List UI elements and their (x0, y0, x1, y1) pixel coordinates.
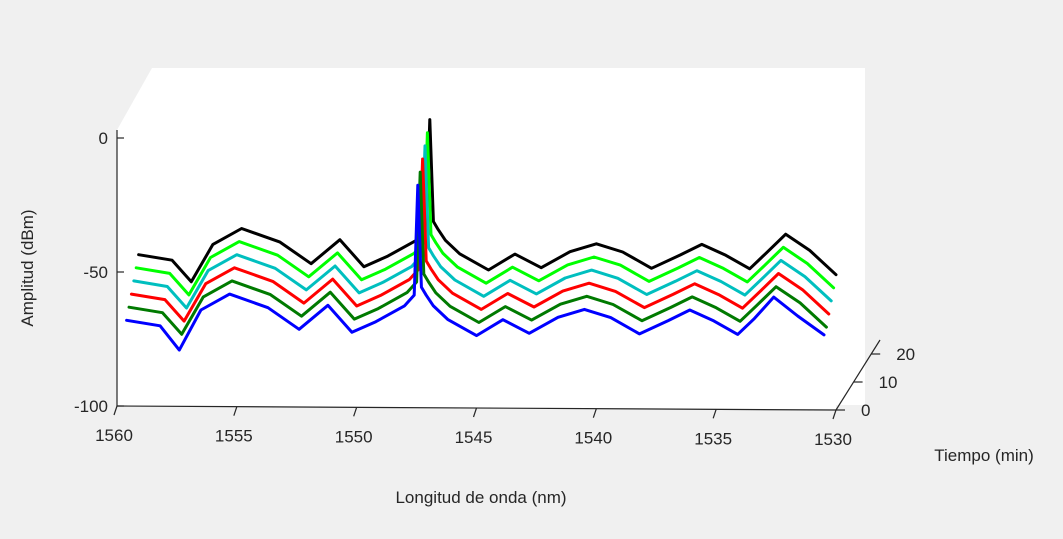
z-tick-label: 10 (879, 373, 898, 392)
series-line-t12 (132, 144, 833, 310)
z-axis-label: Tiempo (min) (934, 446, 1034, 465)
series-line-t4 (127, 170, 828, 336)
y-tick-label: -100 (74, 397, 108, 416)
x-tick-mark (353, 407, 358, 417)
x-tick-label: 1550 (335, 427, 373, 446)
x-tick-label: 1530 (814, 430, 852, 449)
ticks-layer: 1560 1555 1550 1545 1540 1535 1530 0 -50 -100 0 10 2… (74, 129, 915, 449)
labels-layer: Amplitud (dBm) Longitud de onda (nm) Tie… (18, 209, 1034, 507)
x-tick-mark (832, 409, 837, 420)
x-tick-mark (472, 407, 478, 418)
x-tick-label: 1560 (95, 426, 133, 445)
x-tick-label: 1535 (694, 429, 732, 448)
x-tick-label: 1545 (455, 428, 493, 447)
x-tick-mark (113, 405, 118, 416)
series-line-t8 (129, 157, 831, 323)
series-line-t20 (137, 118, 838, 284)
z-tick-label: 20 (896, 345, 915, 364)
z-tick-label: 0 (861, 401, 870, 420)
y-axis-label: Amplitud (dBm) (18, 209, 37, 326)
x-tick-label: 1555 (215, 427, 253, 446)
series-line-t16 (134, 131, 836, 297)
series-layer (125, 118, 838, 352)
x-axis-label: Longitud de onda (nm) (395, 488, 566, 507)
x-tick-mark (233, 406, 238, 416)
y-tick-label: -50 (83, 263, 108, 282)
x-tick-label: 1540 (574, 429, 612, 448)
plot-backdrop (117, 68, 865, 410)
y-tick-label: 0 (99, 129, 108, 148)
x-tick-mark (592, 408, 597, 418)
series-line-t0 (125, 183, 826, 352)
z-axis-line (835, 339, 881, 411)
x-tick-mark (712, 409, 717, 419)
